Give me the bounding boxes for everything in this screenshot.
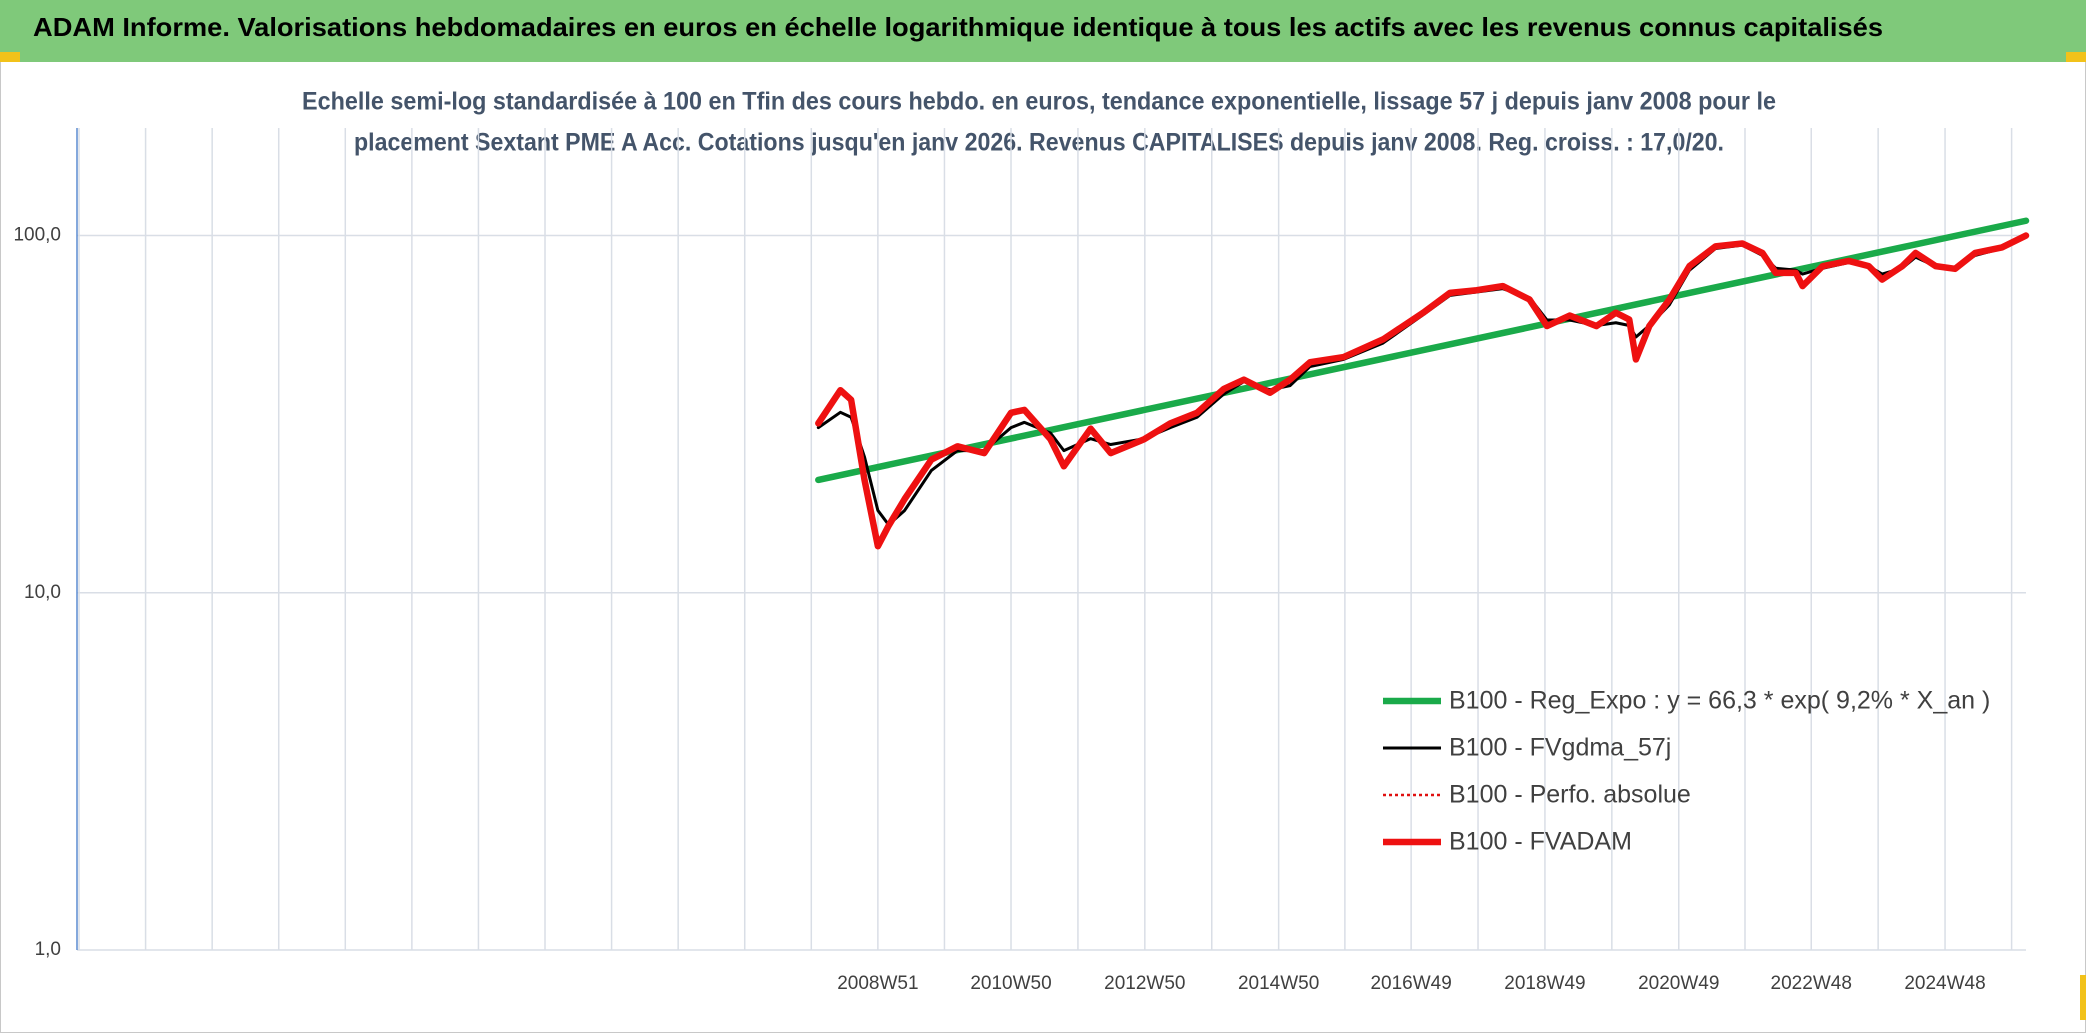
grid: 1,0 10,0 100,0 2008W51 2010W50 2012W50 2014W50… xyxy=(13,128,2026,994)
legend-label: B100 - Reg_Expo : y = 66,3 * exp( 9,2% *… xyxy=(1449,687,1990,715)
y-tick-label: 100,0 xyxy=(13,225,61,246)
title-bar xyxy=(0,0,2086,62)
x-tick-label: 2018W49 xyxy=(1504,973,1585,994)
x-tick-label: 2012W50 xyxy=(1104,973,1185,994)
legend-label: B100 - Perfo. absolue xyxy=(1449,781,1691,809)
x-tick-label: 2010W50 xyxy=(970,973,1051,994)
legend-label: B100 - FVgdma_57j xyxy=(1449,734,1671,762)
corner-tab xyxy=(2066,52,2086,62)
legend: B100 - Reg_Expo : y = 66,3 * exp( 9,2% *… xyxy=(1383,687,1990,856)
legend-label: B100 - FVADAM xyxy=(1449,828,1632,856)
x-tick-label: 2008W51 xyxy=(837,973,918,994)
corner-tab xyxy=(0,52,20,62)
chart-title: ADAM Informe. Valorisations hebdomadaire… xyxy=(33,12,1883,42)
x-tick-label: 2016W49 xyxy=(1370,973,1451,994)
x-tick-label: 2020W49 xyxy=(1638,973,1719,994)
corner-tab xyxy=(2080,975,2086,1020)
series-line xyxy=(815,232,2030,550)
chart-subtitle: placement Sextant PME A Acc. Cotations j… xyxy=(354,129,1724,157)
x-tick-label: 2022W48 xyxy=(1771,973,1852,994)
x-tick-label: 2024W48 xyxy=(1904,973,1985,994)
plot-area xyxy=(815,217,2030,550)
y-tick-label: 1,0 xyxy=(35,939,61,960)
y-tick-label: 10,0 xyxy=(24,582,61,603)
x-tick-label: 2014W50 xyxy=(1238,973,1319,994)
chart-subtitle: Echelle semi-log standardisée à 100 en T… xyxy=(302,88,1776,116)
